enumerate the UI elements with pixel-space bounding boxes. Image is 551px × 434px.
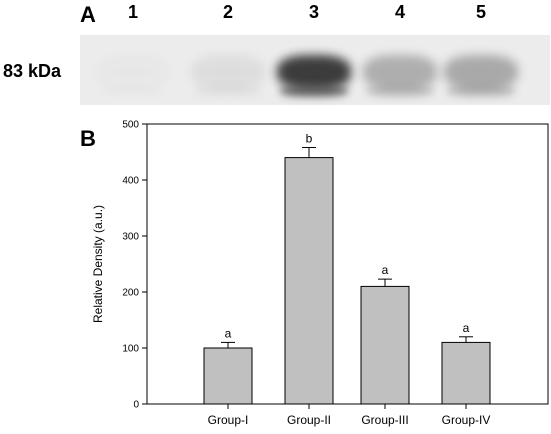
significance-label-4: a (463, 321, 470, 335)
x-category-label: Group-II (287, 413, 331, 427)
x-category-label: Group-IV (442, 413, 491, 427)
blot-band-lane-4 (363, 55, 437, 89)
blot-band-lane-3 (277, 55, 351, 89)
y-tick-label: 500 (122, 120, 139, 131)
lane-label-4: 4 (394, 2, 405, 22)
y-axis-label: Relative Density (a.u.) (91, 205, 105, 323)
y-tick-label: 0 (133, 400, 139, 411)
y-tick-label: 400 (122, 176, 139, 187)
blot-band-lane-5 (444, 55, 518, 89)
lane-label-5: 5 (475, 2, 486, 22)
bar-group-iv (441, 341, 491, 405)
blot-band-lower-lane-5 (447, 85, 515, 97)
lane-label-1: 1 (127, 2, 138, 22)
y-tick-label: 300 (122, 232, 139, 243)
x-category-label: Group-III (361, 413, 408, 427)
blot-band-lane-2 (191, 55, 265, 89)
lane-label-3: 3 (308, 2, 319, 22)
bar-group-i (203, 347, 253, 405)
y-tick-label: 100 (122, 344, 139, 355)
significance-label-2: b (306, 132, 313, 146)
panel-b-label: B (80, 126, 96, 151)
plot-frame (146, 123, 549, 405)
lane-label-2: 2 (222, 2, 233, 22)
blot-band-lower-lane-2 (194, 85, 262, 97)
blot-band-lower-lane-3 (280, 85, 348, 97)
western-blot-strip (80, 35, 550, 105)
significance-label-1: a (225, 326, 232, 340)
panel-a-label: A (80, 2, 96, 27)
y-tick-label: 200 (122, 288, 139, 299)
bar-group-ii (284, 157, 334, 405)
molecular-weight-label: 83 kDa (3, 61, 62, 81)
blot-band-lower-lane-4 (366, 85, 434, 97)
x-category-label: Group-I (208, 413, 249, 427)
bar-group-iii (360, 285, 410, 405)
significance-label-3: a (382, 263, 389, 277)
